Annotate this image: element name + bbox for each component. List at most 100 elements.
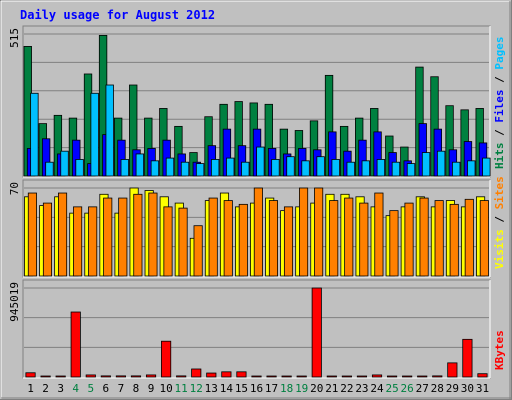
x-tick-label-30: 30 xyxy=(461,382,474,395)
x-tick-label-27: 27 xyxy=(416,382,429,395)
bar-pages-day-5 xyxy=(90,92,99,177)
bar-pages-day-25 xyxy=(391,161,401,177)
bar-kbytes-day-3 xyxy=(55,375,66,378)
bar-kbytes-day-11 xyxy=(176,375,187,378)
x-tick-label-22: 22 xyxy=(340,382,353,395)
bar-kbytes-day-18 xyxy=(281,375,292,378)
bar-kbytes-day-7 xyxy=(115,375,126,378)
bar-sites-day-24 xyxy=(374,192,384,277)
axis-label-separator: / xyxy=(493,123,506,143)
bar-pages-day-4 xyxy=(75,159,84,177)
bar-pages-day-9 xyxy=(150,160,160,177)
bar-pages-day-15 xyxy=(241,161,250,177)
bar-sites-day-5 xyxy=(88,206,98,277)
x-tick-label-8: 8 xyxy=(133,382,140,395)
bar-sites-day-17 xyxy=(268,200,278,277)
x-tick-label-28: 28 xyxy=(431,382,444,395)
x-tick-label-24: 24 xyxy=(370,382,384,395)
panel-visits-sites-axis-label: Visits / Sites xyxy=(493,176,506,269)
panel-visits-sites-ymax-label: 70 xyxy=(8,182,21,195)
bar-pages-day-23 xyxy=(361,160,370,177)
x-tick-label-10: 10 xyxy=(159,382,172,395)
axis-label-visits: Visits xyxy=(493,229,506,269)
x-tick-label-2: 2 xyxy=(42,382,49,395)
bar-kbytes-day-31 xyxy=(477,373,488,378)
bar-pages-day-10 xyxy=(165,157,175,177)
bar-kbytes-day-10 xyxy=(161,340,172,378)
bar-kbytes-day-17 xyxy=(266,375,277,378)
bar-sites-day-7 xyxy=(118,197,128,277)
x-tick-label-3: 3 xyxy=(57,382,64,395)
bar-sites-day-29 xyxy=(449,203,459,277)
axis-label-kbytes: KBytes xyxy=(493,330,506,370)
bar-sites-day-21 xyxy=(329,200,339,277)
bar-pages-day-3 xyxy=(60,150,69,177)
panel-hits-files-pages-ymax-label: 515 xyxy=(8,28,21,48)
bar-pages-day-29 xyxy=(452,161,461,177)
bar-kbytes-day-24 xyxy=(371,374,383,378)
chart-title: Daily usage for August 2012 xyxy=(20,8,215,22)
bar-kbytes-day-12 xyxy=(191,368,202,378)
bar-sites-day-13 xyxy=(208,197,218,277)
axis-label-separator: / xyxy=(493,209,506,229)
axis-label-separator: / xyxy=(493,70,506,90)
bar-kbytes-day-1 xyxy=(25,372,36,378)
bar-sites-day-14 xyxy=(223,200,233,277)
x-tick-label-25: 25 xyxy=(385,382,398,395)
x-tick-label-6: 6 xyxy=(103,382,110,395)
bar-pages-day-17 xyxy=(271,159,280,177)
bar-sites-day-10 xyxy=(163,206,173,277)
bar-pages-day-8 xyxy=(135,153,145,177)
x-tick-label-13: 13 xyxy=(205,382,218,395)
x-tick-label-21: 21 xyxy=(325,382,338,395)
x-tick-label-12: 12 xyxy=(190,382,203,395)
x-tick-label-4: 4 xyxy=(72,382,79,395)
bar-kbytes-day-26 xyxy=(402,375,413,378)
bar-pages-day-13 xyxy=(210,159,220,177)
bar-sites-day-22 xyxy=(344,197,354,277)
bar-kbytes-day-5 xyxy=(85,374,96,378)
bar-sites-day-20 xyxy=(314,187,324,277)
bar-kbytes-day-30 xyxy=(462,338,473,378)
x-tick-label-16: 16 xyxy=(250,382,263,395)
x-tick-label-18: 18 xyxy=(280,382,293,395)
bar-pages-day-11 xyxy=(180,161,190,177)
bar-sites-day-4 xyxy=(73,206,83,277)
axis-label-files: Files xyxy=(493,90,506,123)
x-tick-label-1: 1 xyxy=(27,382,34,395)
bar-pages-day-18 xyxy=(286,156,295,177)
bar-kbytes-day-2 xyxy=(40,375,51,378)
axis-label-pages: Pages xyxy=(493,37,506,70)
bar-pages-day-26 xyxy=(406,163,416,177)
bar-sites-day-1 xyxy=(27,192,37,277)
bar-kbytes-day-9 xyxy=(145,374,157,378)
bar-pages-day-30 xyxy=(467,160,476,177)
bar-pages-day-21 xyxy=(331,159,340,177)
bar-sites-day-27 xyxy=(419,197,429,277)
bar-pages-day-28 xyxy=(436,150,446,177)
bar-kbytes-day-21 xyxy=(326,375,337,378)
bar-kbytes-day-4 xyxy=(70,311,81,378)
bar-sites-day-19 xyxy=(299,187,309,277)
bar-kbytes-day-14 xyxy=(221,371,232,378)
bar-kbytes-day-19 xyxy=(296,375,307,378)
bar-sites-day-16 xyxy=(253,187,263,277)
bar-pages-day-20 xyxy=(316,156,325,177)
x-tick-label-17: 17 xyxy=(265,382,278,395)
bar-kbytes-day-22 xyxy=(341,375,352,378)
bar-sites-day-18 xyxy=(283,206,294,277)
bar-sites-day-12 xyxy=(193,225,203,277)
bar-kbytes-day-6 xyxy=(100,375,111,378)
bar-pages-day-14 xyxy=(226,157,235,177)
bar-kbytes-day-28 xyxy=(432,375,443,378)
bar-sites-day-11 xyxy=(178,207,188,277)
x-tick-label-23: 23 xyxy=(355,382,368,395)
x-tick-label-11: 11 xyxy=(175,382,188,395)
bar-pages-day-6 xyxy=(105,84,114,177)
panel-hits-files-pages-axis-label: Hits / Files / Pages xyxy=(493,37,506,170)
bar-pages-day-16 xyxy=(256,146,265,177)
bar-sites-day-25 xyxy=(389,210,399,277)
bar-kbytes-day-29 xyxy=(447,362,458,378)
